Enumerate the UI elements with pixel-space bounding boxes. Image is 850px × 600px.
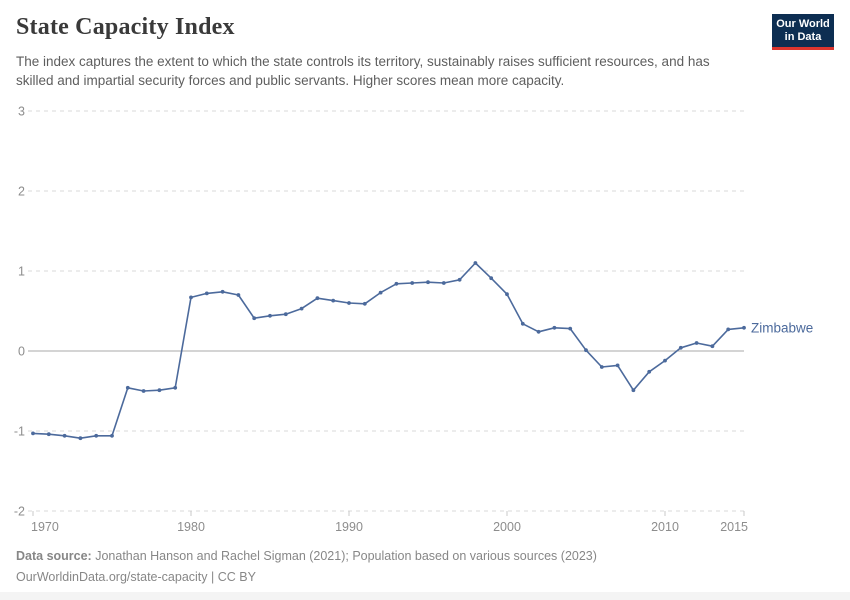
- data-source-text: Jonathan Hanson and Rachel Sigman (2021)…: [91, 549, 597, 563]
- data-point[interactable]: [426, 280, 430, 285]
- data-point[interactable]: [62, 433, 67, 438]
- license-link-line[interactable]: OurWorldinData.org/state-capacity | CC B…: [16, 570, 256, 584]
- data-point[interactable]: [678, 345, 683, 350]
- data-point[interactable]: [157, 388, 162, 393]
- y-tick-label: -2: [14, 505, 25, 519]
- y-tick-label: 0: [18, 345, 25, 359]
- data-point[interactable]: [520, 321, 525, 326]
- data-point[interactable]: [94, 433, 99, 438]
- data-point[interactable]: [204, 291, 209, 296]
- data-point[interactable]: [362, 301, 367, 306]
- data-point[interactable]: [141, 389, 146, 393]
- data-point[interactable]: [173, 385, 178, 390]
- data-point[interactable]: [505, 292, 509, 297]
- x-tick-label: 1980: [177, 520, 205, 534]
- data-point[interactable]: [46, 432, 51, 437]
- data-point[interactable]: [31, 431, 35, 436]
- data-point[interactable]: [189, 295, 193, 300]
- data-point[interactable]: [710, 344, 715, 349]
- x-tick-label: 2000: [493, 520, 521, 534]
- data-source-line: Data source: Jonathan Hanson and Rachel …: [16, 546, 816, 567]
- data-point[interactable]: [125, 385, 130, 390]
- data-point[interactable]: [552, 325, 557, 330]
- data-point[interactable]: [536, 329, 541, 334]
- x-tick-label: 2010: [651, 520, 679, 534]
- data-point[interactable]: [457, 277, 462, 282]
- data-point[interactable]: [694, 341, 699, 345]
- data-point[interactable]: [252, 316, 257, 321]
- data-point[interactable]: [584, 348, 588, 353]
- data-point[interactable]: [283, 312, 288, 317]
- data-point[interactable]: [220, 289, 225, 294]
- owid-logo-line1: Our World: [776, 18, 830, 30]
- owid-logo-line2: in Data: [784, 31, 822, 43]
- y-tick-label: 1: [18, 265, 25, 279]
- data-point[interactable]: [631, 388, 636, 393]
- entity-label-zimbabwe[interactable]: Zimbabwe: [751, 320, 813, 335]
- data-point[interactable]: [742, 325, 746, 330]
- data-point[interactable]: [663, 358, 667, 363]
- data-point[interactable]: [568, 326, 573, 331]
- data-point[interactable]: [599, 365, 604, 369]
- data-point[interactable]: [726, 327, 731, 332]
- data-point[interactable]: [615, 363, 620, 368]
- x-tick-label: 1970: [31, 520, 59, 534]
- page-title: State Capacity Index: [16, 14, 235, 40]
- y-tick-label: 2: [18, 185, 25, 199]
- data-point[interactable]: [236, 293, 241, 297]
- data-point[interactable]: [378, 290, 383, 295]
- x-tick-label: 2015: [720, 520, 748, 534]
- data-point[interactable]: [394, 281, 399, 286]
- y-tick-label: 3: [18, 105, 25, 119]
- data-point[interactable]: [489, 276, 494, 281]
- data-point[interactable]: [315, 296, 320, 301]
- chart-footer: Data source: Jonathan Hanson and Rachel …: [16, 546, 816, 588]
- data-point[interactable]: [473, 261, 478, 265]
- data-point[interactable]: [268, 313, 272, 318]
- data-point[interactable]: [331, 298, 336, 303]
- bottom-strip: [0, 592, 850, 600]
- data-line-zimbabwe[interactable]: [32, 262, 745, 440]
- x-tick-label: 1990: [335, 520, 363, 534]
- y-tick-label: -1: [14, 425, 25, 439]
- data-point[interactable]: [441, 281, 446, 285]
- data-point[interactable]: [78, 436, 83, 441]
- data-point[interactable]: [299, 306, 304, 311]
- chart-subtitle: The index captures the extent to which t…: [16, 54, 710, 88]
- data-point[interactable]: [410, 281, 415, 285]
- owid-logo[interactable]: Our World in Data: [772, 14, 834, 50]
- data-point[interactable]: [347, 301, 351, 305]
- data-point[interactable]: [110, 433, 114, 438]
- data-point[interactable]: [647, 369, 652, 374]
- data-source-label: Data source:: [16, 549, 92, 563]
